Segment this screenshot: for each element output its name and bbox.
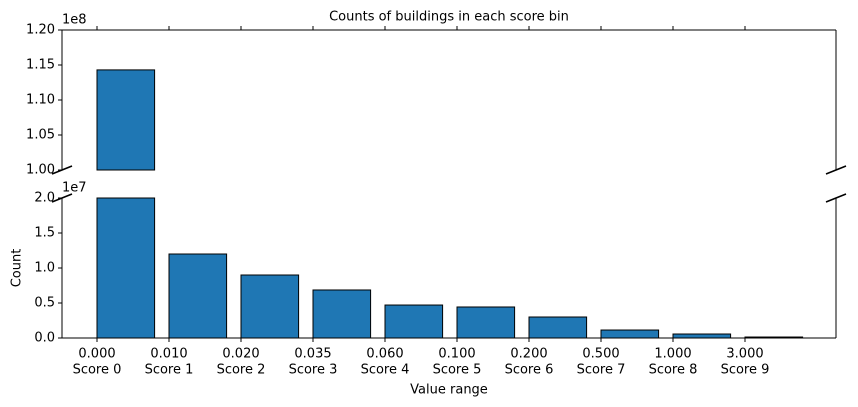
x-tick-label: Score 2 — [217, 363, 266, 378]
x-tick-label: 0.010 — [150, 347, 187, 362]
x-tick-label: Score 8 — [649, 363, 698, 378]
y-tick-label: 0.5 — [34, 296, 55, 311]
break-mark — [825, 193, 847, 203]
y-tick-label: 1.15 — [26, 58, 55, 73]
y-tick-label: 1.10 — [26, 93, 55, 108]
x-tick-label: 0.020 — [222, 347, 259, 362]
x-tick-label: Score 1 — [145, 363, 194, 378]
y-tick-label: 1.0 — [34, 261, 55, 276]
x-axis-label: Value range — [410, 383, 488, 398]
y-tick-label: 1.00 — [26, 163, 55, 178]
bar — [240, 274, 300, 339]
x-tick-label: Score 5 — [433, 363, 482, 378]
bar — [312, 289, 372, 339]
x-tick-label: 0.000 — [78, 347, 115, 362]
x-tick-label: Score 6 — [505, 363, 554, 378]
x-tick-label: 0.100 — [438, 347, 475, 362]
y-tick-label: 1.05 — [26, 128, 55, 143]
x-tick-label: 3.000 — [726, 347, 763, 362]
x-tick-label: Score 9 — [721, 363, 770, 378]
bar — [384, 304, 444, 339]
break-mark — [51, 165, 73, 175]
break-mark — [825, 165, 847, 175]
bar — [456, 306, 516, 339]
y-axis-label: Count — [10, 249, 25, 288]
bar — [672, 333, 732, 339]
y-tick-label: 1.5 — [34, 226, 55, 241]
bar — [96, 69, 156, 171]
x-tick-label: Score 4 — [361, 363, 410, 378]
x-tick-label: 0.200 — [510, 347, 547, 362]
y-tick-label: 0.0 — [34, 331, 55, 346]
x-tick-label: 0.035 — [294, 347, 331, 362]
x-tick-label: 0.500 — [582, 347, 619, 362]
x-tick-label: Score 3 — [289, 363, 338, 378]
bar — [528, 316, 588, 339]
y-tick-label: 2.0 — [34, 191, 55, 206]
x-tick-label: 0.060 — [366, 347, 403, 362]
x-tick-label: Score 7 — [577, 363, 626, 378]
offset-label: 1e7 — [62, 181, 87, 196]
bar — [168, 253, 228, 339]
x-tick-label: 1.000 — [654, 347, 691, 362]
x-tick-label: Score 0 — [73, 363, 122, 378]
bar — [96, 197, 156, 339]
bar — [600, 329, 660, 339]
offset-label: 1e8 — [62, 13, 87, 28]
y-tick-label: 1.20 — [26, 23, 55, 38]
break-mark — [51, 193, 73, 203]
chart-title: Counts of buildings in each score bin — [329, 10, 569, 25]
